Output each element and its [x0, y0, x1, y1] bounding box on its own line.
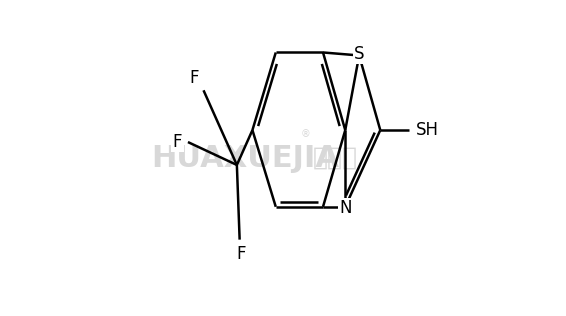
Text: N: N — [339, 199, 351, 217]
Text: F: F — [189, 69, 199, 87]
Text: F: F — [173, 133, 182, 151]
Text: S: S — [354, 45, 365, 63]
Text: ®: ® — [301, 130, 311, 139]
Text: HUAXUEJIA: HUAXUEJIA — [151, 143, 339, 173]
Text: SH: SH — [416, 121, 439, 139]
Text: F: F — [237, 245, 246, 263]
Text: 化学加: 化学加 — [313, 146, 358, 170]
